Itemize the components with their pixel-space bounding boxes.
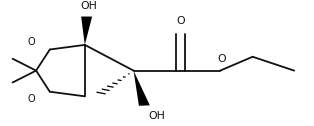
Text: O: O [217,54,225,64]
Text: OH: OH [149,112,165,121]
Polygon shape [133,71,150,106]
Text: O: O [176,16,185,26]
Text: O: O [28,94,35,104]
Text: O: O [28,37,35,47]
Polygon shape [81,17,92,45]
Text: OH: OH [80,1,97,11]
